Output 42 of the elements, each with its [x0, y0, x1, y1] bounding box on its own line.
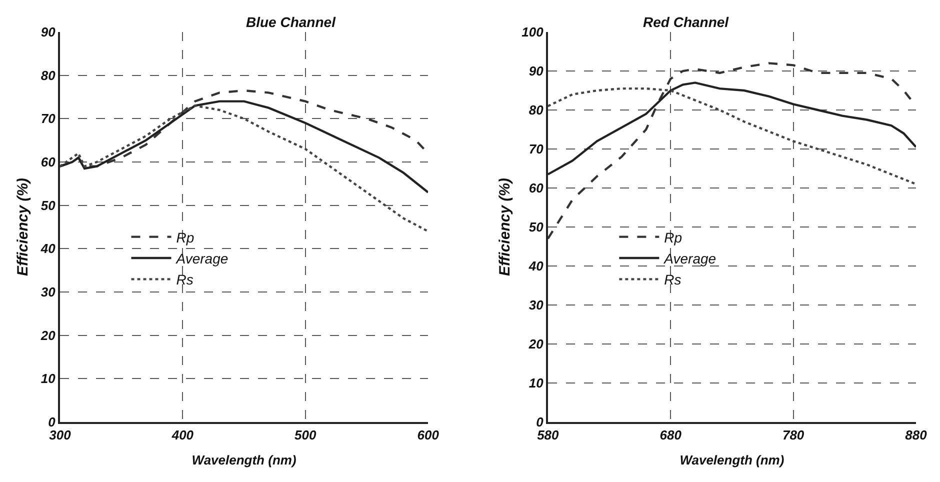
y-axis-title: Efficiency (%): [496, 178, 514, 276]
y-tick-label: 100: [522, 24, 544, 40]
y-tick-label: 80: [40, 68, 56, 83]
x-tick-label: 880: [905, 428, 928, 443]
y-axis-title: Efficiency (%): [14, 178, 32, 276]
chart-title: Blue Channel: [246, 14, 337, 30]
y-tick-label: 10: [40, 371, 56, 386]
x-axis-title: Wavelength (nm): [680, 452, 784, 468]
y-tick-label: 90: [528, 64, 544, 79]
y-tick-label: 70: [40, 111, 56, 126]
y-tick-label: 60: [528, 180, 544, 196]
x-axis-title: Wavelength (nm): [192, 452, 296, 468]
y-tick-label: 0: [536, 414, 544, 430]
y-tick-label: 30: [528, 298, 544, 313]
y-tick-label: 60: [40, 154, 56, 170]
y-tick-label: 30: [40, 284, 56, 300]
legend-label: Rp: [176, 229, 194, 246]
x-tick-label: 300: [49, 428, 72, 443]
y-tick-label: 90: [40, 24, 56, 40]
y-tick-label: 20: [40, 328, 56, 343]
x-tick-label: 780: [782, 428, 805, 443]
legend-label: Average: [663, 250, 716, 266]
x-tick-label: 580: [537, 428, 560, 443]
y-tick-label: 10: [528, 376, 544, 391]
y-tick-label: 50: [40, 198, 56, 213]
y-tick-label: 40: [40, 241, 56, 256]
y-tick-label: 0: [48, 414, 56, 430]
legend-label: Average: [175, 250, 228, 266]
y-tick-label: 80: [528, 102, 544, 118]
legend-label: Rs: [664, 272, 682, 288]
y-tick-label: 50: [528, 220, 544, 235]
y-tick-label: 20: [528, 336, 544, 352]
x-tick-label: 680: [660, 428, 682, 443]
x-tick-label: 600: [417, 428, 440, 443]
chart-title: Red Channel: [643, 14, 730, 30]
x-tick-label: 500: [294, 428, 317, 443]
legend-label: Rp: [664, 229, 682, 246]
y-tick-label: 40: [528, 258, 544, 274]
legend-label: Rs: [176, 272, 194, 288]
line-series: [60, 104, 428, 232]
x-tick-label: 400: [170, 428, 194, 443]
y-tick-label: 70: [528, 142, 544, 157]
